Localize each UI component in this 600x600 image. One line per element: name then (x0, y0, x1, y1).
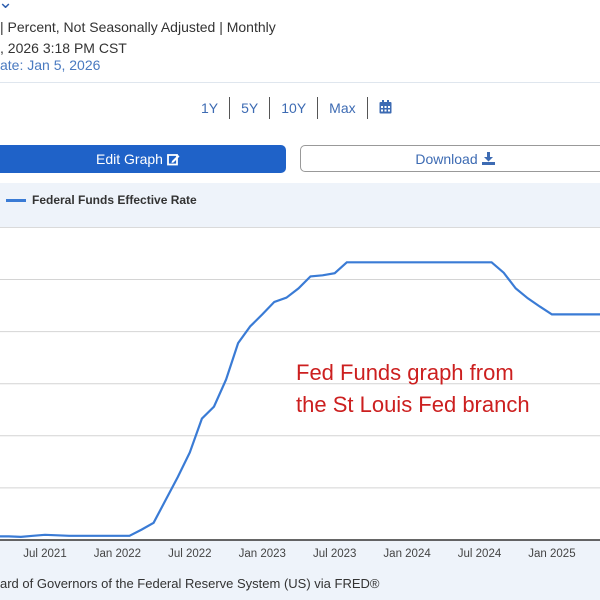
x-tick-label: Jul 2022 (168, 548, 211, 557)
date-range-selector: 1Y 5Y 10Y Max (190, 97, 403, 119)
x-tick-label: Jan 2024 (383, 548, 431, 557)
divider (317, 97, 319, 119)
legend-label: Federal Funds Effective Rate (32, 193, 197, 207)
x-tick-label: Jul 2024 (458, 548, 502, 557)
annotation-line-2: the St Louis Fed branch (296, 392, 530, 417)
updated-timestamp: , 2026 3:18 PM CST (0, 40, 127, 56)
download-button[interactable]: Download (300, 145, 600, 172)
line-chart[interactable]: Jul 2021 Jan 2022 Jul 2022 Jan 2023 Jul 2023… (0, 227, 600, 557)
series-units-frequency: | Percent, Not Seasonally Adjusted | Mon… (0, 19, 276, 35)
edit-graph-label: Edit Graph (96, 151, 163, 167)
x-tick-label: Jan 2025 (528, 548, 575, 557)
legend-swatch (6, 198, 26, 202)
source-credit: ard of Governors of the Federal Reserve … (0, 576, 380, 591)
range-max[interactable]: Max (329, 100, 356, 116)
annotation-text: Fed Funds graph from the St Louis Fed br… (296, 357, 530, 421)
x-tick-label: Jan 2023 (239, 548, 286, 557)
x-tick-label: Jul 2021 (23, 548, 66, 557)
range-5y[interactable]: 5Y (241, 100, 259, 116)
download-icon (481, 152, 495, 165)
next-release-date[interactable]: ate: Jan 5, 2026 (0, 57, 101, 73)
chart-legend: Federal Funds Effective Rate (6, 193, 197, 207)
divider (269, 97, 271, 119)
annotation-line-1: Fed Funds graph from (296, 360, 514, 385)
series-line-federal-funds-effective-rate (0, 261, 600, 539)
calendar-icon[interactable] (368, 99, 403, 117)
x-tick-label: Jul 2023 (313, 548, 356, 557)
divider (229, 97, 231, 119)
edit-icon (167, 153, 180, 165)
download-label: Download (415, 150, 478, 167)
range-10y[interactable]: 10Y (281, 100, 307, 116)
range-1y[interactable]: 1Y (201, 100, 219, 116)
x-tick-label: Jan 2022 (94, 548, 141, 557)
divider (0, 82, 600, 83)
divider (366, 97, 368, 119)
chevron-down-icon[interactable]: ⌄ (0, 0, 14, 12)
edit-graph-button[interactable]: Edit Graph (0, 145, 286, 173)
